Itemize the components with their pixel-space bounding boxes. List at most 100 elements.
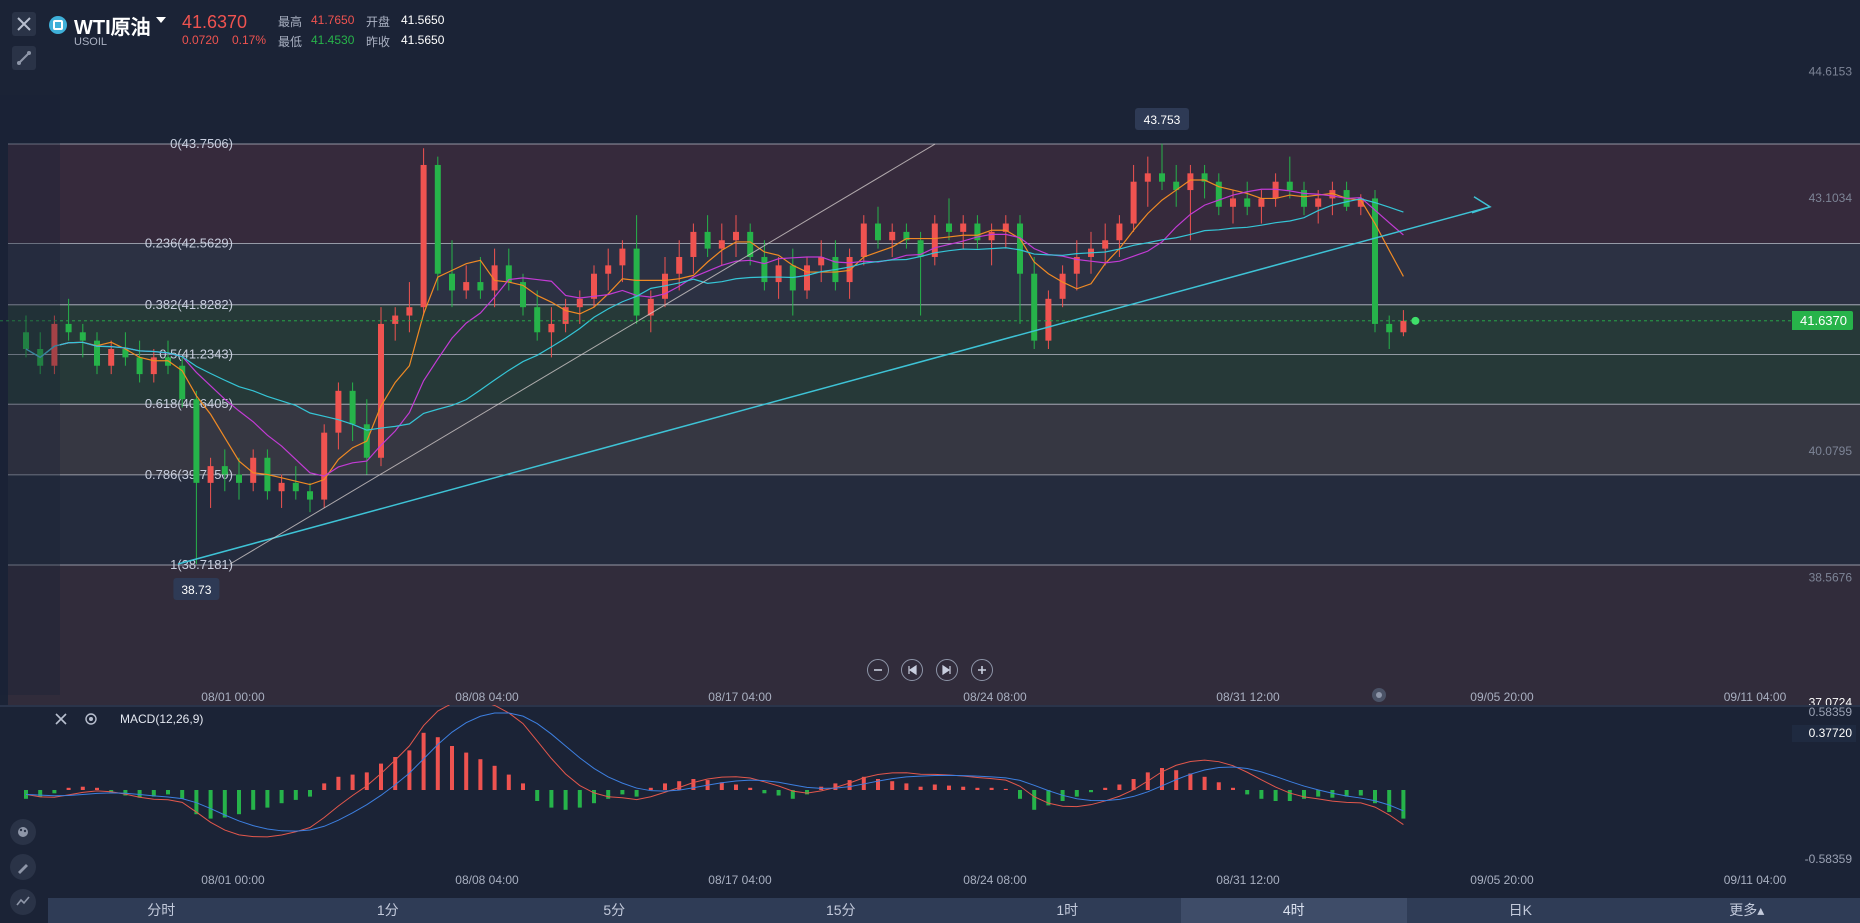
scroll-position-indicator[interactable] xyxy=(1372,688,1386,702)
candle-body xyxy=(335,390,342,433)
fib-level-label: 0(43.7506) xyxy=(170,136,233,151)
line-chart-icon xyxy=(16,896,30,906)
candle-body xyxy=(420,164,427,308)
tab-timeframe-15m[interactable]: 15分 xyxy=(825,902,856,918)
ma5-line xyxy=(25,179,1404,486)
line-tool-icon xyxy=(17,51,31,65)
tab-timeframe-1h[interactable]: 1时 xyxy=(1056,902,1079,918)
time-axis-label: 08/01 00:00 xyxy=(201,690,265,704)
macd-histogram-bar xyxy=(1103,787,1108,790)
macd-histogram-bar xyxy=(592,790,596,804)
macd-histogram-bar xyxy=(336,776,341,790)
candle-body xyxy=(1017,223,1023,274)
zoom-in-button[interactable] xyxy=(971,659,993,681)
candle-body xyxy=(747,231,754,257)
macd-axis-label: 0.37720 xyxy=(1809,726,1853,740)
symbol-logo-icon xyxy=(49,16,67,34)
candle-body xyxy=(946,223,952,232)
candle-body xyxy=(23,332,29,350)
macd-histogram-bar xyxy=(776,790,781,796)
macd-dif-line xyxy=(25,705,1404,838)
time-axis-label: 08/17 04:00 xyxy=(708,690,772,704)
candle-body xyxy=(804,265,810,291)
macd-histogram-bar xyxy=(237,790,241,815)
macd-histogram-bar xyxy=(180,790,185,799)
close-chart-button[interactable] xyxy=(12,12,36,36)
candle-body xyxy=(1130,181,1137,224)
macd-chart[interactable]: 0.58359 0.37720 -0.58359 08/01 00:00 08/08 0… xyxy=(0,705,1860,897)
macd-histogram-bar xyxy=(677,781,682,790)
tab-timeframe-5m[interactable]: 5分 xyxy=(603,902,626,918)
macd-histogram-bar xyxy=(293,790,298,800)
candle-body xyxy=(477,282,484,291)
fib-level-label: 1(38.7181) xyxy=(170,557,233,572)
trendline-arrow xyxy=(1471,196,1492,214)
candle-body xyxy=(903,231,910,241)
tab-timeframe-tick[interactable]: 分时 xyxy=(147,902,176,918)
tab-timeframe-daily[interactable]: 日K xyxy=(1508,902,1532,918)
open-label: 开盘 xyxy=(366,15,391,29)
macd-histogram-bar xyxy=(137,790,142,798)
fib-zone xyxy=(8,565,1860,705)
scroll-start-button[interactable] xyxy=(901,659,923,681)
candle-body xyxy=(520,282,526,308)
macd-histogram-bar xyxy=(506,774,511,790)
candle-body xyxy=(193,399,200,483)
candle-body xyxy=(349,390,356,425)
macd-histogram-bar xyxy=(1302,790,1306,799)
candle-body xyxy=(1315,198,1322,207)
candle-body xyxy=(875,223,881,241)
low-label: 最低 xyxy=(278,35,303,49)
scroll-end-button[interactable] xyxy=(936,659,958,681)
draw-tool-button[interactable] xyxy=(12,46,36,70)
trendline xyxy=(177,206,1491,565)
macd-histogram-bar xyxy=(1330,790,1335,798)
candle-body xyxy=(1329,190,1336,199)
price-chart[interactable]: 0(43.7506) 0.236(42.5629) 0.382(41.8282) 0.… xyxy=(0,0,1860,705)
candle-body xyxy=(1073,256,1080,274)
macd-histogram-bar xyxy=(265,790,270,808)
close-indicator-button[interactable] xyxy=(54,712,68,731)
macd-histogram-bar xyxy=(1358,790,1363,796)
chart-type-button[interactable] xyxy=(10,889,36,915)
candle-body xyxy=(165,357,171,366)
pencil-icon xyxy=(18,864,28,874)
candle-body xyxy=(548,323,555,333)
tab-timeframe-4h[interactable]: 4时 xyxy=(1180,898,1407,923)
macd-histogram-bar xyxy=(66,787,71,790)
macd-histogram-bar xyxy=(1216,782,1221,790)
candle-body xyxy=(505,265,512,283)
tab-timeframe-more[interactable]: 更多▴ xyxy=(1729,902,1765,918)
symbol-dropdown-icon[interactable] xyxy=(156,17,166,23)
zoom-out-button[interactable] xyxy=(867,659,889,681)
draw-pen-button[interactable] xyxy=(10,854,36,880)
candle-body xyxy=(1002,223,1009,232)
macd-histogram-bar xyxy=(194,790,199,815)
symbol-name[interactable]: WTI原油 xyxy=(74,17,151,39)
candle-body xyxy=(917,240,924,257)
candle-body xyxy=(931,223,938,257)
time-axis-label: 09/11 04:00 xyxy=(1724,690,1787,704)
macd-histogram-bar xyxy=(847,780,852,790)
indicator-settings-button[interactable] xyxy=(84,712,98,731)
candle-body xyxy=(974,223,981,241)
macd-histogram-bar xyxy=(1245,790,1250,795)
fib-level-label: 0.382(41.8282) xyxy=(145,297,233,312)
tab-timeframe-1m[interactable]: 1分 xyxy=(376,902,399,918)
indicator-tool-button[interactable] xyxy=(10,819,36,845)
macd-histogram-bar xyxy=(308,790,312,797)
fib-level-label: 0.786(39.7950) xyxy=(145,467,233,482)
macd-histogram-bar xyxy=(918,786,923,790)
gear-icon xyxy=(85,713,97,725)
candle-body xyxy=(122,349,129,358)
macd-histogram-bar xyxy=(1089,790,1093,793)
macd-histogram-bar xyxy=(478,759,483,790)
time-axis-label: 08/08 04:00 xyxy=(455,690,519,704)
macd-histogram-bar xyxy=(719,782,724,790)
macd-histogram-bar xyxy=(379,763,383,790)
candle-body xyxy=(94,340,100,366)
current-price-tag: 41.6370 xyxy=(1792,311,1853,330)
fib-level-label: 0.236(42.5629) xyxy=(145,235,233,250)
candle-body xyxy=(79,332,86,341)
macd-histogram-bar xyxy=(1401,790,1406,819)
